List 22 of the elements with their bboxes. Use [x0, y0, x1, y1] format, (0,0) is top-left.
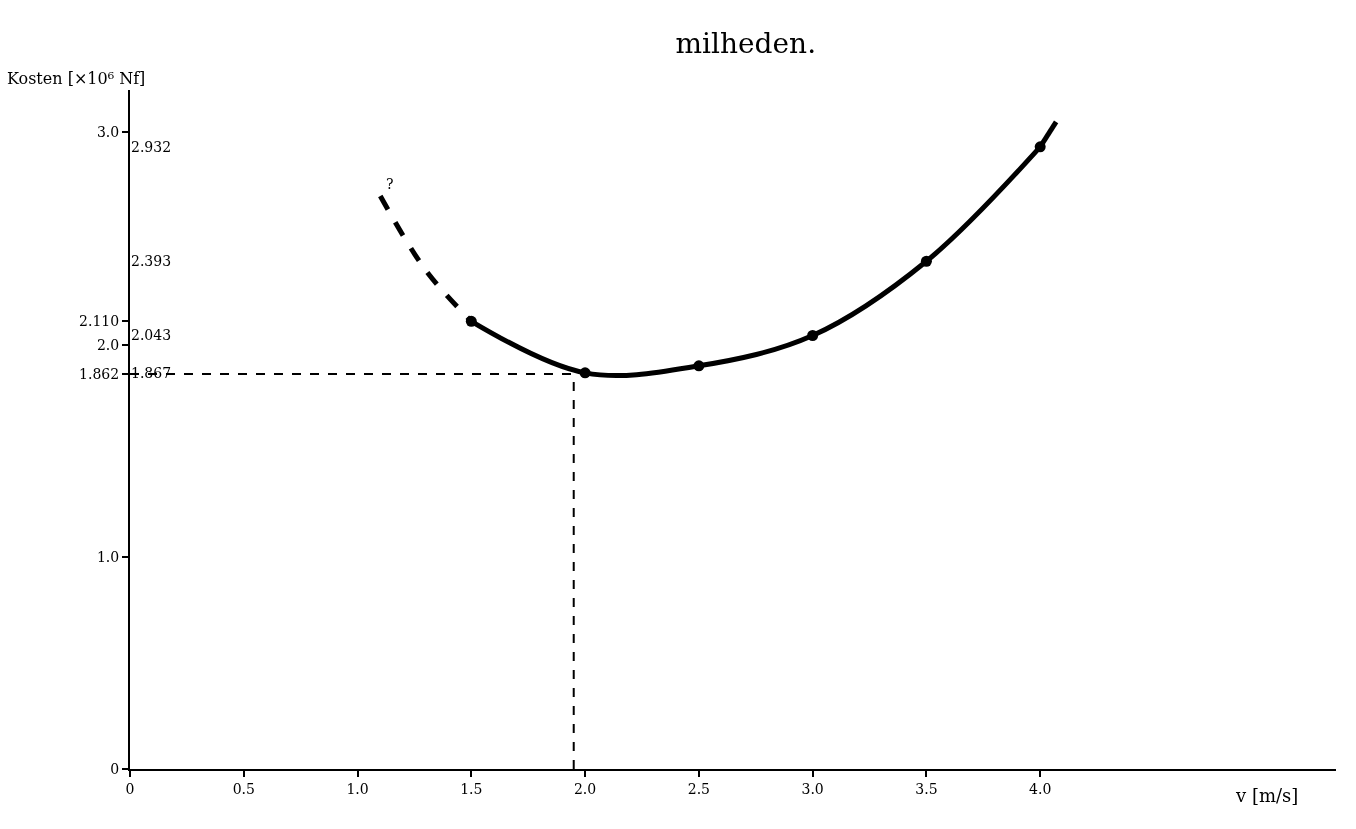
x-tick-label: 4.0 [1029, 780, 1052, 797]
annotation: ? [386, 176, 394, 192]
y2-tick-label: 2.043 [131, 327, 172, 344]
x-tick-label: 2.5 [687, 780, 710, 797]
x-tick-label: 3.5 [915, 780, 938, 797]
y-tick-label: 1.862 [79, 365, 120, 382]
y-tick-label: 0 [110, 760, 120, 777]
y-tick-label: 2.0 [96, 336, 120, 353]
x-tick-label: 2.0 [573, 780, 597, 797]
y-axis-title: Kosten [×10⁶ Nf] [7, 69, 146, 88]
y-tick-label: 2.110 [79, 313, 120, 330]
x-tick-label: 0 [125, 780, 135, 797]
y-tick-label: 1.0 [96, 548, 120, 565]
x-axis-title: v [m/s] [1235, 785, 1299, 806]
chart-title: milheden. [675, 26, 817, 60]
x-tick-label: 1.0 [346, 780, 369, 797]
x-tick-label: 0.5 [232, 780, 255, 797]
y2-tick-label: 2.932 [131, 138, 172, 155]
x-tick-label: 1.5 [460, 780, 483, 797]
y-tick-label: 3.0 [96, 124, 120, 141]
y2-tick-label: 2.393 [131, 253, 172, 270]
x-tick-label: 3.0 [801, 780, 824, 797]
